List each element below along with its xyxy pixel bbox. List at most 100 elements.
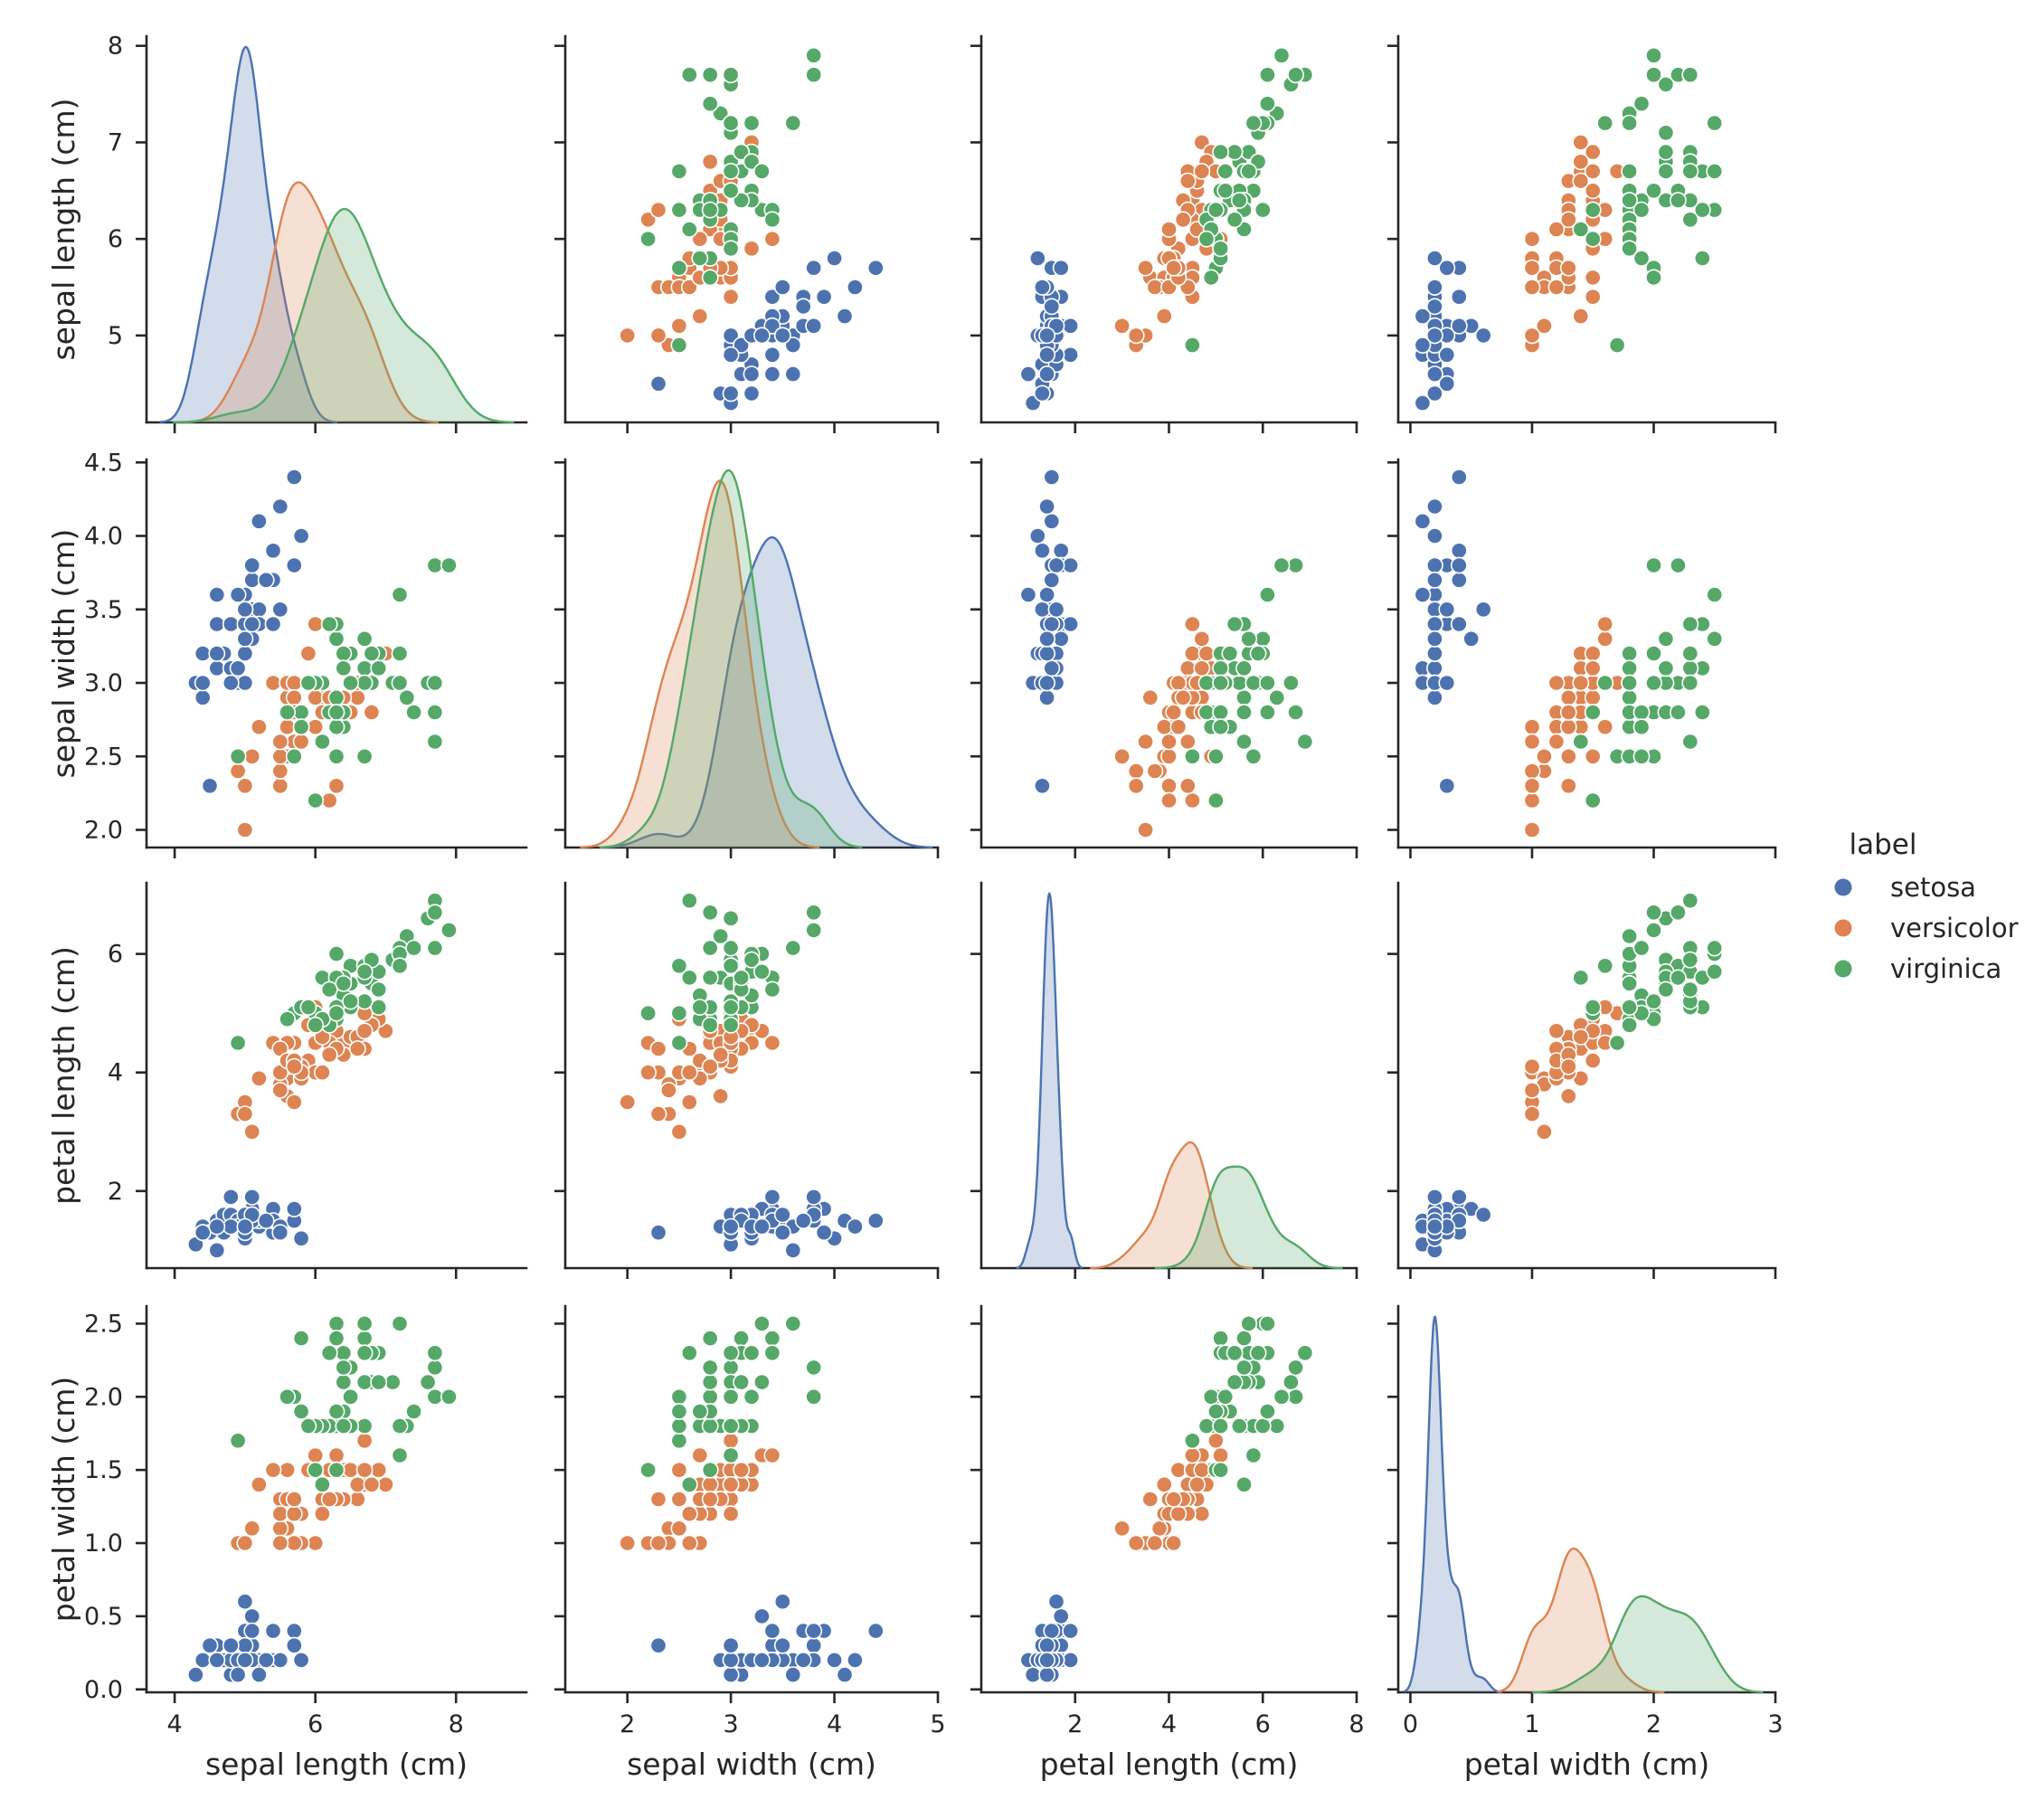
point-versicolor xyxy=(619,327,637,345)
point-virginica xyxy=(1259,66,1276,84)
point-virginica xyxy=(391,957,409,975)
point-versicolor xyxy=(701,1491,719,1508)
point-setosa xyxy=(285,1636,303,1654)
point-virginica xyxy=(1249,1344,1267,1362)
point-setosa xyxy=(1038,1652,1056,1669)
point-setosa xyxy=(208,586,226,603)
point-virginica xyxy=(370,1373,388,1391)
point-setosa xyxy=(1028,250,1046,267)
point-versicolor xyxy=(1141,688,1159,706)
point-setosa xyxy=(208,1652,226,1669)
scatter-panel-sepal-width-vs-petal-width xyxy=(1414,469,1724,838)
point-versicolor xyxy=(1596,630,1614,648)
point-virginica xyxy=(391,1446,409,1464)
point-virginica xyxy=(1681,733,1699,751)
point-virginica xyxy=(391,674,409,692)
point-setosa xyxy=(208,1217,226,1236)
point-setosa xyxy=(1450,317,1468,335)
point-versicolor xyxy=(1584,688,1602,706)
point-virginica xyxy=(299,1417,317,1435)
point-versicolor xyxy=(355,1022,374,1040)
point-versicolor xyxy=(1559,704,1577,721)
point-versicolor xyxy=(1137,821,1155,838)
kde-panel-sepal-width xyxy=(580,469,933,848)
point-virginica xyxy=(1572,733,1590,751)
y-tick-label: 0.5 xyxy=(84,1603,123,1631)
point-virginica xyxy=(1693,201,1711,219)
point-virginica xyxy=(1645,645,1662,662)
point-versicolor xyxy=(363,1475,381,1493)
point-versicolor xyxy=(285,1534,303,1552)
point-versicolor xyxy=(701,1057,719,1075)
point-setosa xyxy=(1426,659,1443,677)
point-virginica xyxy=(1657,162,1675,180)
point-setosa xyxy=(243,1607,261,1625)
point-setosa xyxy=(1062,317,1080,335)
point-virginica xyxy=(639,1461,658,1479)
point-virginica xyxy=(1207,201,1225,219)
point-setosa xyxy=(243,615,261,633)
point-versicolor xyxy=(264,674,282,692)
point-virginica xyxy=(1645,992,1662,1010)
x-tick-label: 6 xyxy=(308,1710,323,1738)
point-setosa xyxy=(236,1593,254,1611)
point-setosa xyxy=(271,601,289,619)
point-virginica xyxy=(1596,114,1614,132)
point-virginica xyxy=(292,1403,310,1420)
point-virginica xyxy=(1273,46,1291,64)
point-versicolor xyxy=(1127,777,1145,795)
point-versicolor xyxy=(1193,162,1211,180)
point-virginica xyxy=(1230,1417,1248,1435)
point-setosa xyxy=(1426,298,1443,316)
point-versicolor xyxy=(1523,230,1541,248)
point-virginica xyxy=(1287,556,1305,574)
point-setosa xyxy=(722,346,740,364)
point-setosa xyxy=(1414,512,1432,530)
point-virginica xyxy=(1197,704,1216,721)
point-setosa xyxy=(208,659,226,677)
point-virginica xyxy=(701,66,719,84)
point-virginica xyxy=(1632,747,1651,765)
point-versicolor xyxy=(1127,762,1145,780)
point-virginica xyxy=(426,674,444,692)
point-versicolor xyxy=(285,1505,303,1523)
kde-fill-versicolor xyxy=(580,480,820,848)
point-setosa xyxy=(271,497,289,516)
point-setosa xyxy=(1038,688,1056,706)
point-virginica xyxy=(1645,46,1662,64)
point-virginica xyxy=(327,1330,345,1348)
point-virginica xyxy=(1184,1432,1201,1450)
kde-panel-sepal-length xyxy=(159,45,515,424)
point-setosa xyxy=(1414,308,1432,326)
point-versicolor xyxy=(363,704,381,721)
kde-fill-virginica xyxy=(599,470,863,848)
y-tick-label: 4.0 xyxy=(84,523,123,551)
point-versicolor xyxy=(1193,1505,1211,1523)
point-virginica xyxy=(1216,162,1235,180)
point-versicolor xyxy=(1572,674,1590,692)
point-versicolor xyxy=(1160,791,1178,810)
point-virginica xyxy=(405,1403,423,1420)
point-virginica xyxy=(1632,250,1651,267)
point-virginica xyxy=(753,962,771,980)
point-virginica xyxy=(701,1388,719,1406)
point-virginica xyxy=(743,951,761,969)
point-virginica xyxy=(355,962,374,980)
point-virginica xyxy=(363,645,381,662)
point-setosa xyxy=(763,1622,781,1640)
point-virginica xyxy=(1645,269,1662,287)
point-setosa xyxy=(243,571,261,589)
point-virginica xyxy=(1621,688,1639,706)
point-setosa xyxy=(257,1212,275,1230)
point-virginica xyxy=(701,1016,719,1034)
point-versicolor xyxy=(1127,1534,1145,1552)
point-setosa xyxy=(236,674,254,692)
point-virginica xyxy=(355,1330,374,1348)
point-setosa xyxy=(649,1636,667,1654)
point-virginica xyxy=(670,1388,688,1406)
point-virginica xyxy=(335,659,353,677)
point-virginica xyxy=(1212,1330,1230,1348)
point-setosa xyxy=(1047,1593,1065,1611)
point-virginica xyxy=(1240,1315,1258,1332)
point-setosa xyxy=(222,1636,240,1654)
